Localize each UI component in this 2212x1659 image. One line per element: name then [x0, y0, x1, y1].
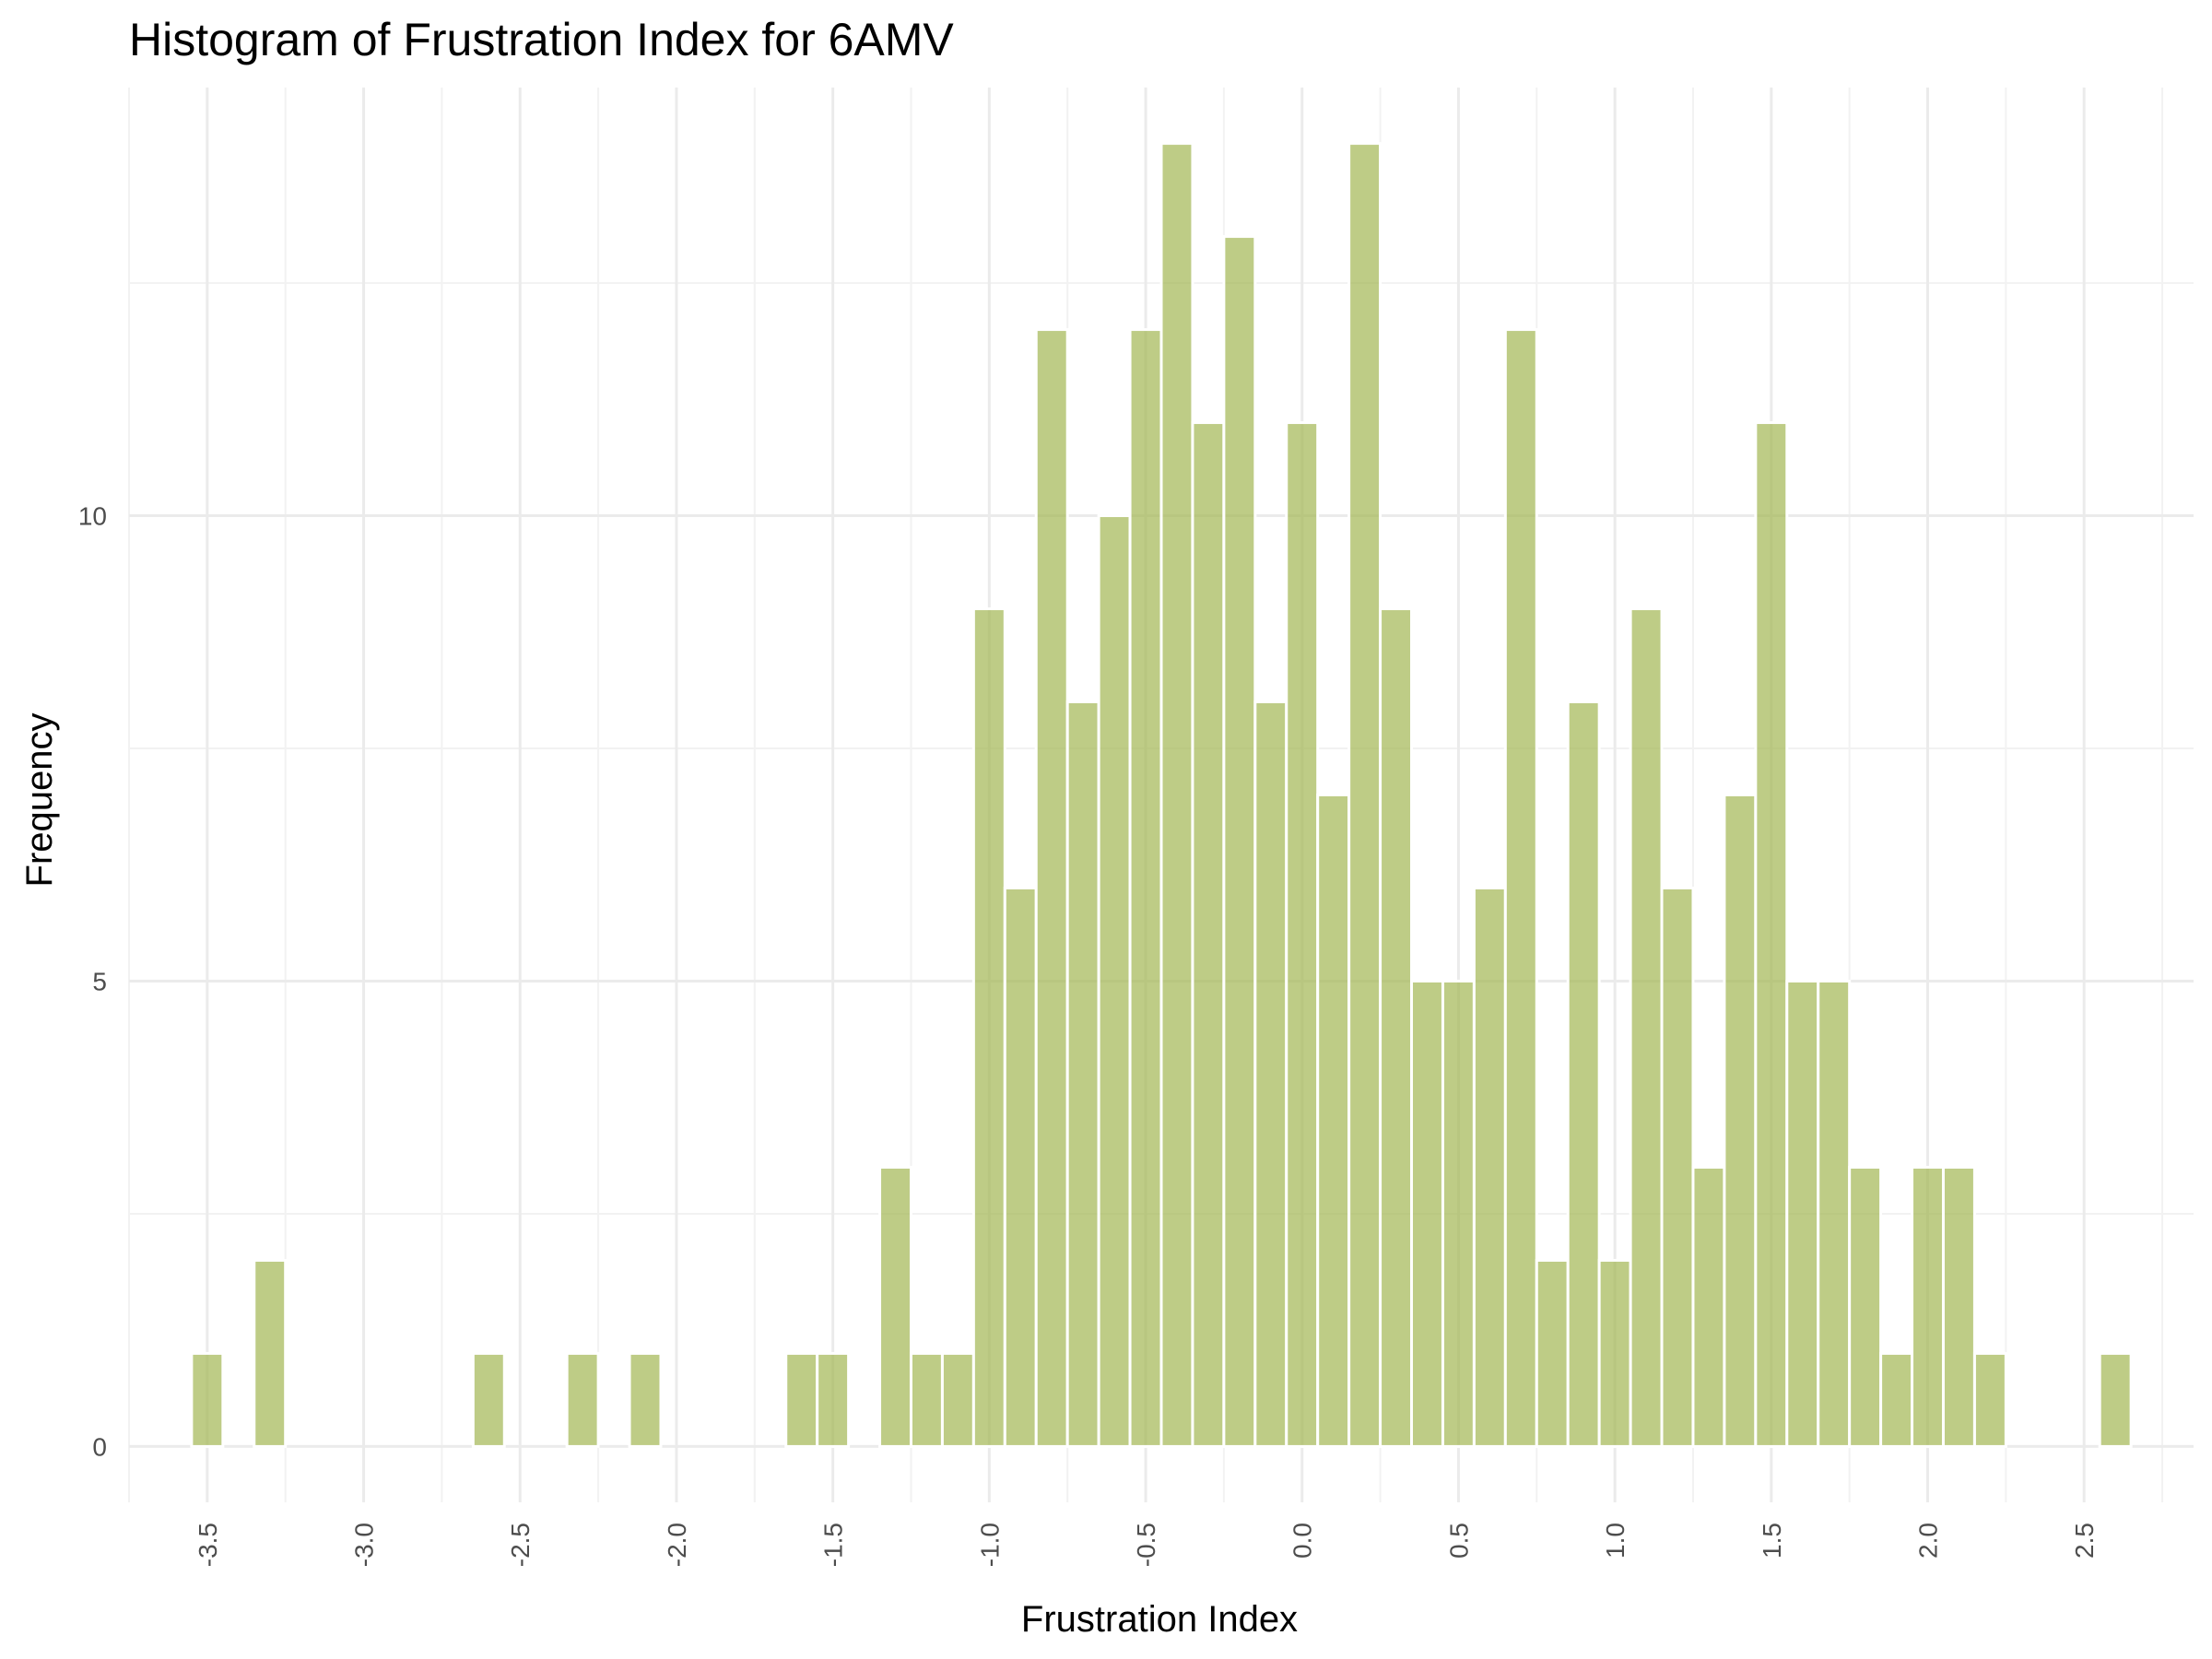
histogram-bar: [1629, 607, 1664, 1448]
histogram-bar: [1379, 607, 1414, 1448]
x-tick-label: -1.0: [975, 1523, 1004, 1567]
histogram-bar: [1817, 979, 1852, 1448]
histogram-bar: [1034, 328, 1069, 1448]
x-tick-label: 1.0: [1601, 1523, 1630, 1559]
x-axis-tick-labels: -3.5 -3.0 -2.5 -2.0 -1.5 -1.0 -0.5 0.0 0.5 1.0 1.5…: [194, 1523, 2099, 1567]
histogram-bar: [1003, 886, 1038, 1448]
y-axis-tick-labels: 0 5 10: [78, 502, 107, 1462]
y-tick-label: 10: [78, 502, 107, 531]
histogram-bar: [1472, 886, 1507, 1448]
histogram-bar: [1879, 1351, 1914, 1448]
histogram-bar: [1972, 1351, 2007, 1448]
histogram-bar: [2098, 1351, 2133, 1448]
x-tick-label: 1.5: [1758, 1523, 1786, 1559]
histogram-bar: [971, 607, 1006, 1448]
x-tick-label: 2.5: [2070, 1523, 2099, 1559]
histogram-bar: [190, 1351, 225, 1448]
x-tick-label: -3.5: [194, 1523, 222, 1567]
histogram-bar: [1410, 979, 1444, 1448]
histogram-bar: [784, 1351, 819, 1448]
histogram-bar: [1159, 142, 1194, 1448]
x-tick-label: 0.0: [1288, 1523, 1317, 1559]
histogram-bar: [1128, 328, 1163, 1448]
histogram-bar: [1285, 421, 1320, 1448]
histogram-bar: [1222, 235, 1257, 1448]
histogram-bar: [1754, 421, 1789, 1448]
histogram-bar: [1848, 1165, 1883, 1448]
y-axis-title: Frequency: [19, 713, 60, 888]
histogram-bar: [1441, 979, 1476, 1448]
x-tick-label: 0.5: [1444, 1523, 1473, 1559]
chart-title: Histogram of Frustration Index for 6AMV: [129, 14, 954, 65]
histogram-bar: [1253, 700, 1288, 1448]
histogram-bar: [628, 1351, 663, 1448]
histogram-bar: [471, 1351, 506, 1448]
histogram-bar: [1503, 328, 1538, 1448]
histogram-bar: [940, 1351, 975, 1448]
x-tick-label: -0.5: [1132, 1523, 1160, 1567]
y-tick-label: 5: [92, 967, 107, 995]
histogram-bar: [1316, 794, 1351, 1448]
histogram-bar: [1535, 1258, 1570, 1448]
histogram-bar: [1660, 886, 1695, 1448]
histogram-bar: [1723, 794, 1758, 1448]
histogram-bar: [816, 1351, 851, 1448]
x-tick-label: -3.0: [350, 1523, 379, 1567]
histogram-bar: [1065, 700, 1100, 1448]
histogram-bar: [1597, 1258, 1632, 1448]
y-tick-label: 0: [92, 1432, 107, 1461]
histogram-bar: [1347, 142, 1382, 1448]
histogram-bars: [190, 142, 2133, 1448]
histogram-bar: [1911, 1165, 1945, 1448]
histogram-bar: [565, 1351, 600, 1448]
x-tick-label: 2.0: [1914, 1523, 1943, 1559]
histogram-bar: [1566, 700, 1601, 1448]
x-tick-label: -2.5: [506, 1523, 535, 1567]
histogram-bar: [909, 1351, 944, 1448]
histogram-bar: [878, 1165, 912, 1448]
x-tick-label: -1.5: [819, 1523, 848, 1567]
x-tick-label: -2.0: [663, 1523, 691, 1567]
histogram-bar: [1097, 514, 1132, 1448]
histogram-bar: [1691, 1165, 1726, 1448]
histogram-bar: [1941, 1165, 1976, 1448]
histogram-bar: [253, 1258, 288, 1448]
histogram-bar: [1191, 421, 1226, 1448]
x-axis-title: Frustration Index: [1021, 1599, 1298, 1640]
histogram-bar: [1785, 979, 1820, 1448]
